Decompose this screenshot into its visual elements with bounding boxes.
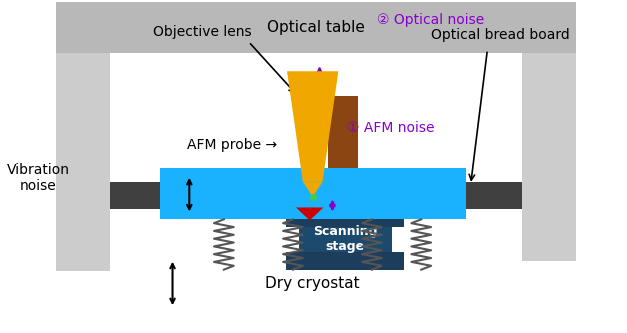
- Text: Vibration
noise: Vibration noise: [7, 163, 70, 193]
- Text: Optical table: Optical table: [266, 20, 364, 35]
- Text: Optical bread board: Optical bread board: [431, 28, 569, 42]
- Text: Scanning
stage: Scanning stage: [313, 225, 377, 253]
- Text: Dry cryostat: Dry cryostat: [265, 276, 360, 291]
- Polygon shape: [287, 71, 339, 182]
- Bar: [286, 209, 404, 227]
- Bar: [160, 168, 466, 219]
- Bar: [522, 54, 576, 261]
- Text: ① AFM noise: ① AFM noise: [347, 122, 435, 136]
- Bar: [56, 2, 576, 54]
- Bar: [329, 96, 358, 185]
- Text: Objective lens: Objective lens: [153, 25, 251, 39]
- Bar: [56, 54, 110, 271]
- Polygon shape: [296, 207, 324, 220]
- Text: AFM probe →: AFM probe →: [187, 138, 277, 152]
- Bar: [110, 182, 522, 209]
- Text: ② Optical noise: ② Optical noise: [377, 13, 484, 27]
- Bar: [286, 252, 404, 270]
- Bar: [299, 227, 392, 252]
- Polygon shape: [303, 182, 322, 196]
